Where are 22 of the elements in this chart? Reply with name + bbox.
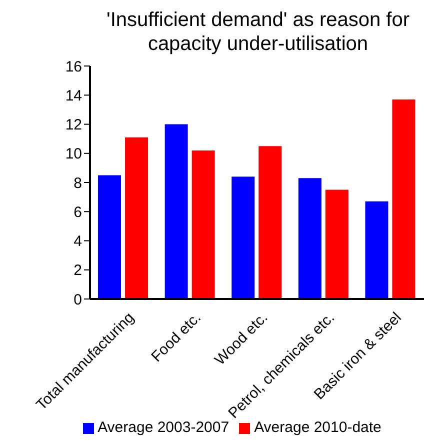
- bar: [258, 146, 282, 299]
- y-tick-label: 2: [74, 262, 82, 280]
- y-tick-label: 16: [65, 58, 82, 76]
- bar: [392, 99, 416, 299]
- bar: [125, 137, 148, 299]
- bar: [98, 175, 122, 299]
- y-tick-label: 4: [74, 233, 82, 250]
- y-tick-label: 10: [65, 146, 82, 163]
- bar: [232, 176, 255, 299]
- y-tick-label: 0: [74, 291, 82, 308]
- chart-title: 'Insufficient demand' as reason for capacity under-utilisation: [106, 8, 410, 56]
- y-tick-label: 12: [65, 116, 82, 134]
- bar: [164, 124, 188, 299]
- y-tick-label: 6: [74, 204, 82, 221]
- y-tick-label: 8: [74, 174, 82, 192]
- bar: [298, 178, 322, 299]
- legend-label: Average 2003-2007: [98, 419, 230, 436]
- bar: [325, 190, 348, 299]
- legend-label: Average 2010-date: [254, 419, 382, 436]
- bar: [192, 150, 215, 299]
- y-tick-label: 14: [65, 87, 82, 104]
- bar: [365, 201, 388, 299]
